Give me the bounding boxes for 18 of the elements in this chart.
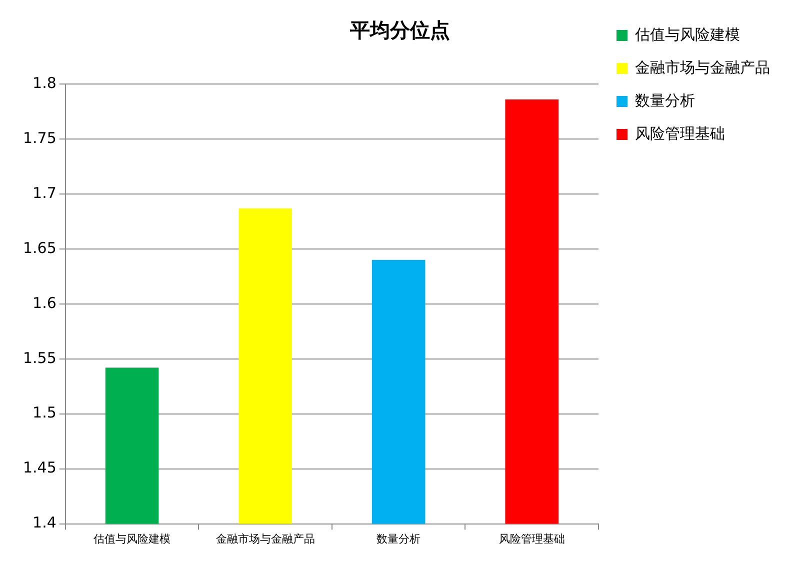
legend-label: 风险管理基础	[635, 124, 725, 142]
y-tick-label: 1.45	[22, 458, 56, 477]
legend-label: 金融市场与金融产品	[635, 58, 770, 76]
legend-label: 估值与风险建模	[634, 25, 740, 44]
y-tick-label: 1.4	[32, 514, 56, 532]
x-tick-label: 估值与风险建模	[94, 532, 171, 546]
y-tick-label: 1.8	[32, 74, 56, 92]
chart-title: 平均分位点	[349, 18, 450, 42]
y-tick-label: 1.55	[22, 348, 56, 367]
y-tick-label: 1.5	[32, 404, 56, 422]
y-tick-label: 1.7	[32, 184, 56, 202]
x-tick-label: 风险管理基础	[498, 532, 565, 546]
x-tick-label: 数量分析	[376, 532, 421, 546]
y-tick-label: 1.65	[22, 238, 56, 257]
legend-label: 数量分析	[635, 91, 695, 110]
x-tick-label: 金融市场与金融产品	[216, 532, 315, 546]
y-tick-label: 1.6	[32, 294, 56, 312]
y-tick-label: 1.75	[22, 128, 56, 147]
